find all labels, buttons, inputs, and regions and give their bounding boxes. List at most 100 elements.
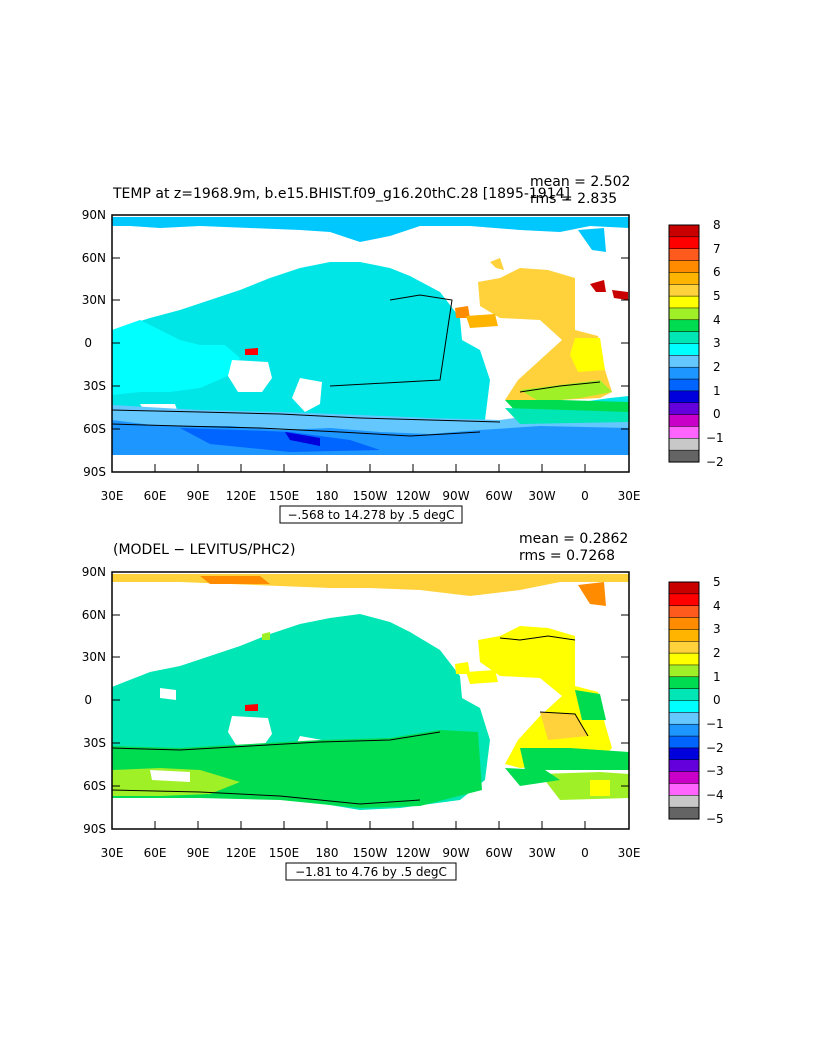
colorbar-label: 7: [713, 242, 721, 256]
lon-label: 150W: [353, 846, 388, 860]
tick-marks: [112, 214, 629, 472]
lat-label: 0: [84, 336, 92, 350]
colorbar-label: 1: [713, 670, 721, 684]
lat-label: 90N: [82, 565, 106, 579]
colorbar-label: 0: [713, 693, 721, 707]
colorbar-swatch: [668, 449, 700, 463]
colorbar-label: −1: [706, 717, 724, 731]
colorbar-swatch: [668, 343, 700, 356]
lat-label: 90N: [82, 208, 106, 222]
colorbar-swatch: [668, 236, 700, 250]
rms-value: rms = 0.7268: [519, 548, 615, 564]
lon-label: 60W: [485, 489, 512, 503]
colorbar-swatches: [668, 224, 700, 463]
colorbar-swatch: [668, 688, 700, 702]
colorbar-frame: [668, 224, 700, 463]
lat-label: 30S: [83, 379, 106, 393]
mean-value: mean = 0.2862: [519, 531, 628, 547]
panel-title: (MODEL − LEVITUS/PHC2): [113, 542, 296, 558]
colorbar-label: −1: [706, 431, 724, 445]
colorbar-swatch: [668, 617, 700, 630]
colorbar-swatch: [668, 759, 700, 773]
colorbar-label: 5: [713, 289, 721, 303]
colorbar-swatch: [668, 248, 700, 262]
lat-label: 60S: [83, 779, 106, 793]
lat-label: 60N: [82, 251, 106, 265]
colorbar-frame: [668, 581, 700, 820]
tick-marks: [112, 614, 629, 829]
lon-label: 30W: [528, 489, 555, 503]
colorbar-swatch: [668, 426, 700, 439]
lon-label: 180: [316, 846, 339, 860]
colorbar-label: 0: [713, 407, 721, 421]
lon-label: 0: [581, 846, 589, 860]
lon-label: 150W: [353, 489, 388, 503]
colorbar-swatch: [668, 806, 700, 820]
lat-label: 90S: [83, 465, 106, 479]
lon-label: 180: [316, 489, 339, 503]
range-label-box: [279, 505, 463, 524]
colorbar-swatch: [668, 331, 700, 345]
colorbar-swatch: [668, 605, 700, 619]
colorbar: 8 7 6 5 4 3 2 1 0 −1 −2: [668, 218, 724, 469]
lat-label: 0: [84, 693, 92, 707]
colorbar-swatch: [668, 390, 700, 404]
colorbar-swatch: [668, 284, 700, 297]
colorbar-labels: 8 7 6 5 4 3 2 1 0 −1 −2: [706, 218, 724, 469]
colorbar-label: −2: [706, 741, 724, 755]
colorbar-label: 6: [713, 265, 721, 279]
colorbar-swatch: [668, 355, 700, 368]
lon-label: 120E: [226, 489, 257, 503]
colorbar-swatch: [668, 319, 700, 333]
lat-label: 60S: [83, 422, 106, 436]
colorbar-swatch: [668, 712, 700, 725]
colorbar-swatch: [668, 700, 700, 713]
colorbar-swatch: [668, 224, 700, 238]
colorbar-swatch: [668, 641, 700, 654]
colorbar-swatch: [668, 629, 700, 642]
panel-bottom: (MODEL − LEVITUS/PHC2) mean = 0.2862 rms…: [82, 531, 724, 881]
lat-label: 60N: [82, 608, 106, 622]
colorbar-label: −5: [706, 812, 724, 826]
lon-label: 120E: [226, 846, 257, 860]
colorbar-swatch: [668, 378, 700, 392]
colorbar-swatch: [668, 295, 700, 309]
colorbar-swatch: [668, 260, 700, 273]
lon-label: 120W: [396, 489, 431, 503]
colorbar-swatch: [668, 676, 700, 690]
colorbar-labels: 5 4 3 2 1 0 −1 −2 −3 −4 −5: [706, 575, 724, 826]
colorbar-swatches: [668, 581, 700, 820]
colorbar-swatch: [668, 664, 700, 678]
colorbar-label: 2: [713, 646, 721, 660]
lon-label: 150E: [269, 846, 300, 860]
colorbar-label: 3: [713, 622, 721, 636]
colorbar-label: −2: [706, 455, 724, 469]
lon-label: 60E: [144, 489, 167, 503]
lon-label: 120W: [396, 846, 431, 860]
lat-labels: 90N 60N 30N 0 30S 60S 90S: [82, 565, 106, 836]
mean-value: mean = 2.502: [530, 174, 630, 190]
lon-label: 150E: [269, 489, 300, 503]
colorbar-label: 8: [713, 218, 721, 232]
lat-label: 30S: [83, 736, 106, 750]
map-field: [112, 215, 629, 472]
colorbar-swatch: [668, 438, 700, 451]
colorbar-swatch: [668, 272, 700, 285]
colorbar-label: 2: [713, 360, 721, 374]
lat-labels: 90N 60N 30N 0 30S 60S 90S: [82, 208, 106, 479]
colorbar-label: 5: [713, 575, 721, 589]
lon-label: 90E: [187, 489, 210, 503]
lon-label: 0: [581, 489, 589, 503]
panel-title: TEMP at z=1968.9m, b.e15.BHIST.f09_g16.2…: [112, 186, 570, 202]
lon-label: 90W: [442, 846, 469, 860]
colorbar-label: −4: [706, 788, 724, 802]
colorbar-label: 4: [713, 313, 721, 327]
colorbar: 5 4 3 2 1 0 −1 −2 −3 −4 −5: [668, 575, 724, 826]
range-label: −1.81 to 4.76 by .5 degC: [295, 865, 447, 879]
colorbar-swatch: [668, 402, 700, 416]
colorbar-swatch: [668, 795, 700, 808]
lon-label: 30E: [618, 846, 641, 860]
colorbar-label: −3: [706, 764, 724, 778]
colorbar-swatch: [668, 307, 700, 321]
